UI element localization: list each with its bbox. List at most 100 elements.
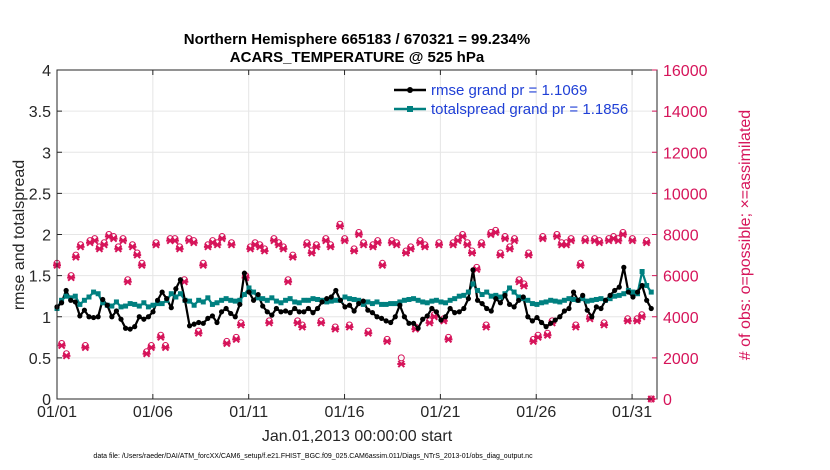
obs-assimilated-point [491,228,500,237]
rmse-point [365,307,371,313]
rmse-point [68,297,74,303]
obs-assimilated-point [538,234,547,243]
totalspread-point [452,296,458,302]
rmse-point [511,304,517,310]
rmse-point [346,302,353,308]
rmse-point [392,314,398,320]
obs-assimilated-glyph [218,234,227,243]
obs-assimilated-point [392,241,401,249]
obs-assimilated-glyph [222,339,231,348]
totalspread-point [95,291,101,297]
obs-assimilated-glyph [468,249,477,257]
obs-assimilated-point [501,234,510,243]
rmse-point [154,297,161,303]
obs-assimilated-glyph [458,232,467,241]
totalspread-point [566,296,572,302]
rmse-point [356,300,362,307]
totalspread-point [132,301,138,307]
totalspread-point [379,301,385,307]
left-y-tick-label: 3 [42,145,51,162]
totalspread-point [127,301,133,307]
totalspread-point [136,303,142,309]
totalspread-point [552,298,558,304]
obs-assimilated-point [373,239,382,247]
right-y-tick-label: 16000 [663,63,708,80]
obs-assimilated-glyph [71,253,80,261]
obs-assimilated-point [364,329,373,337]
x-tick-label: 01/06 [133,404,173,421]
rmse-point [401,314,408,320]
rmse-point [150,309,156,315]
rmse-point [502,292,508,298]
obs-assimilated-glyph [406,245,415,253]
obs-assimilated-glyph [76,243,85,251]
obs-assimilated-glyph [505,245,514,253]
rmse-point [72,299,78,305]
obs-assimilated-glyph [628,236,637,245]
rmse-point [186,323,193,329]
obs-assimilated-glyph [354,230,363,239]
totalspread-point [145,304,151,310]
totalspread-point [177,291,183,297]
obs-assimilated-glyph [378,261,387,270]
totalspread-point [383,301,389,307]
obs-assimilated-point [383,337,392,346]
obs-assimilated-point [496,251,505,259]
totalspread-point [173,294,179,300]
obs-assimilated-point [152,241,161,249]
rmse-point [388,319,394,326]
rmse-point [122,325,129,331]
rmse-point [625,289,631,295]
totalspread-point [424,300,430,306]
totalspread-point [447,297,453,303]
obs-assimilated-glyph [298,323,307,331]
obs-assimilated-glyph [161,343,170,352]
obs-assimilated-point [618,230,627,239]
obs-assimilated-point [510,236,519,245]
totalspread-point [557,299,563,305]
obs-assimilated-point [519,282,528,290]
obs-assimilated-glyph [331,325,340,333]
obs-assimilated-glyph [430,313,439,321]
error-series [54,264,654,332]
totalspread-point [168,291,174,297]
totalspread-point [392,301,398,307]
rmse-point [552,317,558,323]
obs-assimilated-glyph [534,333,543,342]
totalspread-point [397,299,403,305]
obs-assimilated-point [354,230,363,239]
right-y-axis-label: # of obs: o=possible; ×=assimilated [737,110,754,360]
totalspread-point [406,296,412,302]
totalspread-point [479,292,485,298]
totalspread-point [86,294,92,300]
obs-assimilated-point [142,350,151,358]
rmse-point [241,270,248,276]
rmse-point [273,305,280,312]
right-y-tick-label: 10000 [663,186,708,203]
obs-assimilated-point [340,236,349,245]
totalspread-point [411,296,417,302]
rmse-point [580,292,586,298]
rmse-point [118,316,124,322]
legend-spread-marker [407,106,413,112]
obs-assimilated-point [147,343,156,352]
totalspread-point [630,289,636,295]
left-y-tick-label: 1 [42,310,51,327]
obs-assimilated-point [534,333,543,342]
totalspread-point [351,296,357,302]
chart-title-line2: ACARS_TEMPERATURE @ 525 hPa [230,49,485,66]
obs-assimilated-glyph [581,236,590,245]
rmse-point [109,314,115,320]
chart-title-line1: Northern Hemisphere 665183 / 670321 = 99… [184,31,530,48]
obs-assimilated-point [298,323,307,331]
obs-assimilated-glyph [359,241,368,249]
obs-assimilated-glyph [340,236,349,245]
obs-assimilated-glyph [199,261,208,270]
obs-assimilated-point [189,239,198,247]
x-tick-label: 01/01 [37,404,77,421]
obs-assimilated-glyph [302,241,311,249]
rmse-point [543,324,549,330]
obs-assimilated-glyph [392,241,401,249]
obs-assimilated-point [642,239,651,247]
totalspread-point [388,301,394,307]
